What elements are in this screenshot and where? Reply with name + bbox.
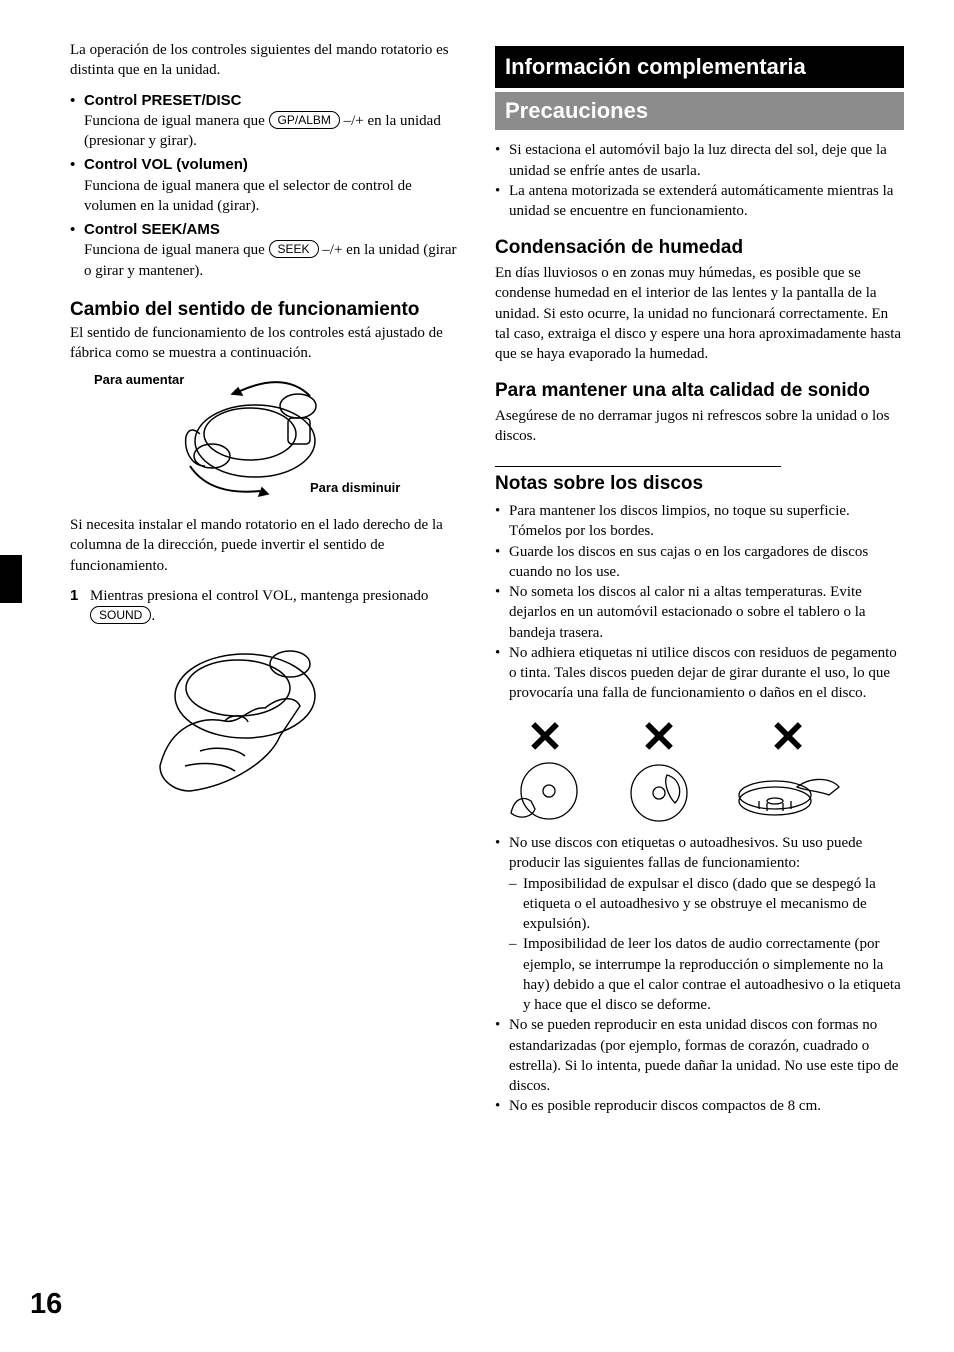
dont-use-sticky: ✕	[619, 718, 699, 824]
disc-finger-icon	[505, 761, 585, 823]
dont-touch-surface: ✕	[505, 718, 585, 824]
bullet-dot: •	[495, 1096, 509, 1116]
controls-list: •Control PRESET/DISC Funciona de igual m…	[70, 91, 465, 281]
figure-rotary-direction: Para aumentar Para disminuir	[80, 371, 465, 511]
list-text: No someta los discos al calor ni a altas…	[509, 582, 904, 643]
list-subitem: –Imposibilidad de expulsar el disco (dad…	[509, 874, 904, 935]
control-item: •Control PRESET/DISC Funciona de igual m…	[70, 91, 465, 152]
list-text: Imposibilidad de expulsar el disco (dado…	[523, 874, 904, 935]
list-text: Para mantener los discos limpios, no toq…	[509, 501, 904, 542]
list-item: •No someta los discos al calor ni a alta…	[495, 582, 904, 643]
bullet-dot: •	[495, 140, 509, 181]
list-text: No se pueden reproducir en esta unidad d…	[509, 1015, 904, 1096]
right-column: Información complementaria Precauciones …	[495, 40, 904, 1127]
list-subitem: –Imposibilidad de leer los datos de audi…	[509, 934, 904, 1015]
disc-residue-icon	[619, 761, 699, 823]
control-pre: Funciona de igual manera que el selector…	[84, 178, 412, 214]
list-text: No adhiera etiquetas ni utilice discos c…	[509, 643, 904, 704]
x-mark-icon: ✕	[733, 718, 843, 758]
bullet-dot: •	[495, 501, 509, 542]
page-number: 16	[30, 1285, 62, 1324]
condensation-heading: Condensación de humedad	[495, 235, 904, 261]
control-item: •Control VOL (volumen) Funciona de igual…	[70, 155, 465, 216]
step-number: 1	[70, 586, 90, 627]
direction-body: El sentido de funcionamiento de los cont…	[70, 323, 465, 364]
control-pre: Funciona de igual manera que	[84, 113, 269, 129]
figure-label-decrease: Para disminuir	[310, 479, 400, 497]
control-title: Control SEEK/AMS	[84, 220, 220, 240]
bullet-dot: •	[70, 220, 84, 240]
list-item: •Guarde los discos en sus cajas o en los…	[495, 542, 904, 583]
bullet-dot: •	[495, 1015, 509, 1096]
list-item: •Si estaciona el automóvil bajo la luz d…	[495, 140, 904, 181]
button-pill-sound: SOUND	[90, 606, 151, 624]
list-text: No use discos con etiquetas o autoadhesi…	[509, 833, 904, 874]
bullet-dot: •	[495, 582, 509, 643]
discs-list-a: •Para mantener los discos limpios, no to…	[495, 501, 904, 704]
direction-subhead: Cambio del sentido de funcionamiento	[70, 299, 465, 321]
disc-handling-figure: ✕ ✕ ✕	[505, 718, 904, 824]
disc-label-icon	[733, 761, 843, 823]
list-item: •No se pueden reproducir en esta unidad …	[495, 1015, 904, 1096]
list-text: Si estaciona el automóvil bajo la luz di…	[509, 140, 904, 181]
section-header-precauciones: Precauciones	[495, 92, 904, 131]
x-mark-icon: ✕	[619, 718, 699, 758]
after-figure-paragraph: Si necesita instalar el mando rotatorio …	[70, 515, 465, 576]
list-text: Imposibilidad de leer los datos de audio…	[523, 934, 904, 1015]
side-tab	[0, 555, 22, 603]
list-item: •La antena motorizada se extenderá autom…	[495, 181, 904, 222]
list-item: •No es posible reproducir discos compact…	[495, 1096, 904, 1116]
hand-press-icon	[130, 636, 350, 806]
section-header-info: Información complementaria	[495, 46, 904, 88]
list-text: La antena motorizada se extenderá automá…	[509, 181, 904, 222]
control-body: Funciona de igual manera que GP/ALBM –/+…	[84, 111, 465, 152]
control-body: Funciona de igual manera que SEEK –/+ en…	[84, 240, 465, 281]
discs-list-b: •No use discos con etiquetas o autoadhes…	[495, 833, 904, 1117]
dash-marker: –	[509, 874, 523, 935]
dont-use-label: ✕	[733, 718, 843, 824]
sound-quality-heading: Para mantener una alta calidad de sonido	[495, 378, 904, 404]
step-text-post: .	[151, 608, 155, 624]
sound-quality-body: Asegúrese de no derramar jugos ni refres…	[495, 406, 904, 447]
bullet-dot: •	[495, 833, 509, 874]
condensation-body: En días lluviosos o en zonas muy húmedas…	[495, 263, 904, 364]
list-item: •Para mantener los discos limpios, no to…	[495, 501, 904, 542]
control-body: Funciona de igual manera que el selector…	[84, 176, 465, 217]
list-item: •No adhiera etiquetas ni utilice discos …	[495, 643, 904, 704]
discs-heading: Notas sobre los discos	[495, 466, 781, 497]
x-mark-icon: ✕	[505, 718, 585, 758]
control-title: Control PRESET/DISC	[84, 91, 242, 111]
list-text: No es posible reproducir discos compacto…	[509, 1096, 904, 1116]
control-item: •Control SEEK/AMS Funciona de igual mane…	[70, 220, 465, 281]
step-text-pre: Mientras presiona el control VOL, manten…	[90, 588, 428, 604]
page-columns: La operación de los controles siguientes…	[70, 40, 904, 1127]
control-pre: Funciona de igual manera que	[84, 242, 269, 258]
step-text: Mientras presiona el control VOL, manten…	[90, 586, 465, 627]
figure-hand-press	[130, 636, 465, 812]
button-pill-gpalbm: GP/ALBM	[269, 111, 340, 129]
bullet-dot: •	[70, 91, 84, 111]
button-pill-seek: SEEK	[269, 240, 319, 258]
precautions-list: •Si estaciona el automóvil bajo la luz d…	[495, 140, 904, 221]
left-column: La operación de los controles siguientes…	[70, 40, 465, 1127]
list-item: •No use discos con etiquetas o autoadhes…	[495, 833, 904, 874]
dash-marker: –	[509, 934, 523, 1015]
intro-paragraph: La operación de los controles siguientes…	[70, 40, 465, 81]
step-1: 1 Mientras presiona el control VOL, mant…	[70, 586, 465, 627]
bullet-dot: •	[495, 542, 509, 583]
control-title: Control VOL (volumen)	[84, 155, 248, 175]
bullet-dot: •	[495, 181, 509, 222]
bullet-dot: •	[495, 643, 509, 704]
list-text: Guarde los discos en sus cajas o en los …	[509, 542, 904, 583]
bullet-dot: •	[70, 155, 84, 175]
